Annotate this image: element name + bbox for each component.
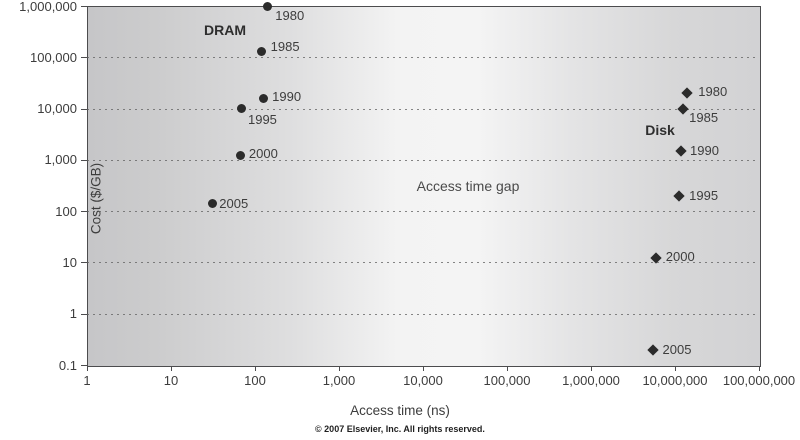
y-tick-mark-100,000 (81, 57, 87, 58)
y-tick-mark-10 (81, 262, 87, 263)
x-tick-mark-100,000,000 (759, 366, 760, 371)
point-label-dram-1985: 1985 (270, 39, 300, 55)
gridline-100 (87, 211, 759, 212)
x-tick-label-10,000,000: 10,000,000 (642, 373, 708, 388)
gridline-10,000 (87, 109, 759, 110)
point-label-disk-1985: 1985 (689, 109, 719, 125)
data-point-dram-2005 (207, 199, 217, 209)
gridline-1 (87, 314, 759, 315)
data-point-dram-1990 (258, 93, 268, 103)
x-tick-label-10,000: 10,000 (403, 373, 443, 388)
copyright-notice: © 2007 Elsevier, Inc. All rights reserve… (315, 424, 485, 434)
x-tick-label-1,000,000: 1,000,000 (562, 373, 620, 388)
point-label-disk-1980: 1980 (698, 84, 728, 100)
data-point-dram-1995 (237, 104, 247, 114)
point-label-disk-1995: 1995 (689, 187, 719, 203)
y-axis-title: Cost ($/GB) (88, 162, 104, 235)
x-tick-label-100,000,000: 100,000,000 (722, 373, 796, 388)
y-tick-label-0.1: 0.1 (58, 357, 77, 373)
y-tick-label-100: 100 (55, 203, 77, 219)
y-tick-mark-100 (81, 211, 87, 212)
y-tick-mark-10,000 (81, 109, 87, 110)
gridline-10 (87, 262, 759, 263)
plot-area: Cost ($/GB) (87, 6, 761, 367)
gridline-100,000 (87, 57, 759, 58)
point-label-dram-2005: 2005 (219, 195, 249, 211)
x-tick-label-100: 100 (244, 373, 266, 388)
annotation-access-time-gap: Access time gap (416, 178, 520, 194)
x-tick-mark-10 (171, 366, 172, 371)
point-label-dram-1980: 1980 (275, 8, 305, 23)
x-axis-title: Access time (ns) (350, 403, 450, 418)
y-tick-mark-0.1 (81, 365, 87, 366)
x-tick-label-10: 10 (163, 373, 179, 388)
x-tick-mark-10,000 (423, 366, 424, 371)
gridline-1,000 (87, 160, 759, 161)
x-tick-label-100,000: 100,000 (483, 373, 531, 388)
annotation-disk: Disk (645, 121, 675, 138)
y-tick-label-1: 1 (69, 306, 77, 322)
x-tick-mark-10,000,000 (675, 366, 676, 371)
x-tick-label-1: 1 (83, 373, 91, 388)
data-point-dram-1985 (257, 46, 267, 56)
y-tick-label-100,000: 100,000 (30, 49, 77, 65)
y-tick-mark-1 (81, 314, 87, 315)
point-label-dram-1995: 1995 (247, 111, 277, 127)
y-tick-label-1,000,000: 1,000,000 (19, 0, 77, 14)
point-label-dram-1990: 1990 (272, 89, 302, 105)
point-label-disk-2000: 2000 (665, 249, 695, 265)
point-label-disk-1990: 1990 (690, 142, 719, 158)
data-point-dram-1980 (262, 1, 272, 11)
x-tick-mark-1,000,000 (591, 366, 592, 371)
data-point-dram-2000 (236, 151, 246, 161)
x-tick-label-1,000: 1,000 (322, 373, 356, 388)
annotation-dram: DRAM (204, 21, 247, 38)
x-tick-mark-1 (87, 366, 88, 371)
y-tick-mark-1,000,000 (81, 6, 87, 7)
y-tick-label-1,000: 1,000 (44, 152, 77, 168)
x-tick-mark-100,000 (507, 366, 508, 371)
y-tick-label-10,000: 10,000 (37, 101, 77, 117)
x-tick-mark-1,000 (339, 366, 340, 371)
point-label-disk-2005: 2005 (662, 341, 692, 357)
y-tick-label-10: 10 (62, 254, 77, 270)
point-label-dram-2000: 2000 (248, 145, 278, 161)
y-tick-mark-1,000 (81, 160, 87, 161)
x-tick-mark-100 (255, 366, 256, 371)
